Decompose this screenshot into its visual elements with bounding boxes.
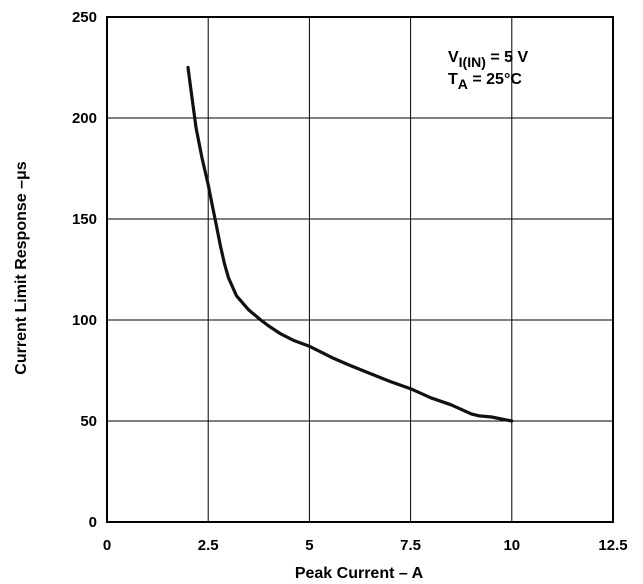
x-tick-label: 5: [305, 537, 313, 554]
x-tick-label: 2.5: [198, 537, 219, 554]
series-line: [186, 65, 514, 423]
plot-area-frame: [106, 16, 614, 523]
x-tick-label: 12.5: [598, 537, 627, 554]
annotation-vin: VI(IN) = 5 V: [448, 49, 528, 70]
x-axis-label: Peak Current – A: [295, 565, 424, 582]
grid-lines: [106, 16, 614, 523]
y-tick-label: 100: [72, 312, 97, 329]
y-tick-label: 150: [72, 211, 97, 228]
y-axis-label: Current Limit Response –μs: [13, 161, 30, 374]
x-tick-label: 7.5: [400, 537, 421, 554]
y-tick-label: 0: [89, 514, 97, 531]
x-tick-label: 10: [503, 537, 520, 554]
annotation-ta: TA = 25°C: [448, 71, 522, 92]
y-tick-label: 200: [72, 110, 97, 127]
y-tick-label: 250: [72, 9, 97, 26]
y-tick-labels: 0 50 100 150 200 250: [72, 9, 97, 531]
x-tick-label: 0: [103, 537, 111, 554]
y-tick-label: 50: [80, 413, 97, 430]
x-tick-labels: 0 2.5 5 7.5 10 12.5: [103, 537, 628, 554]
